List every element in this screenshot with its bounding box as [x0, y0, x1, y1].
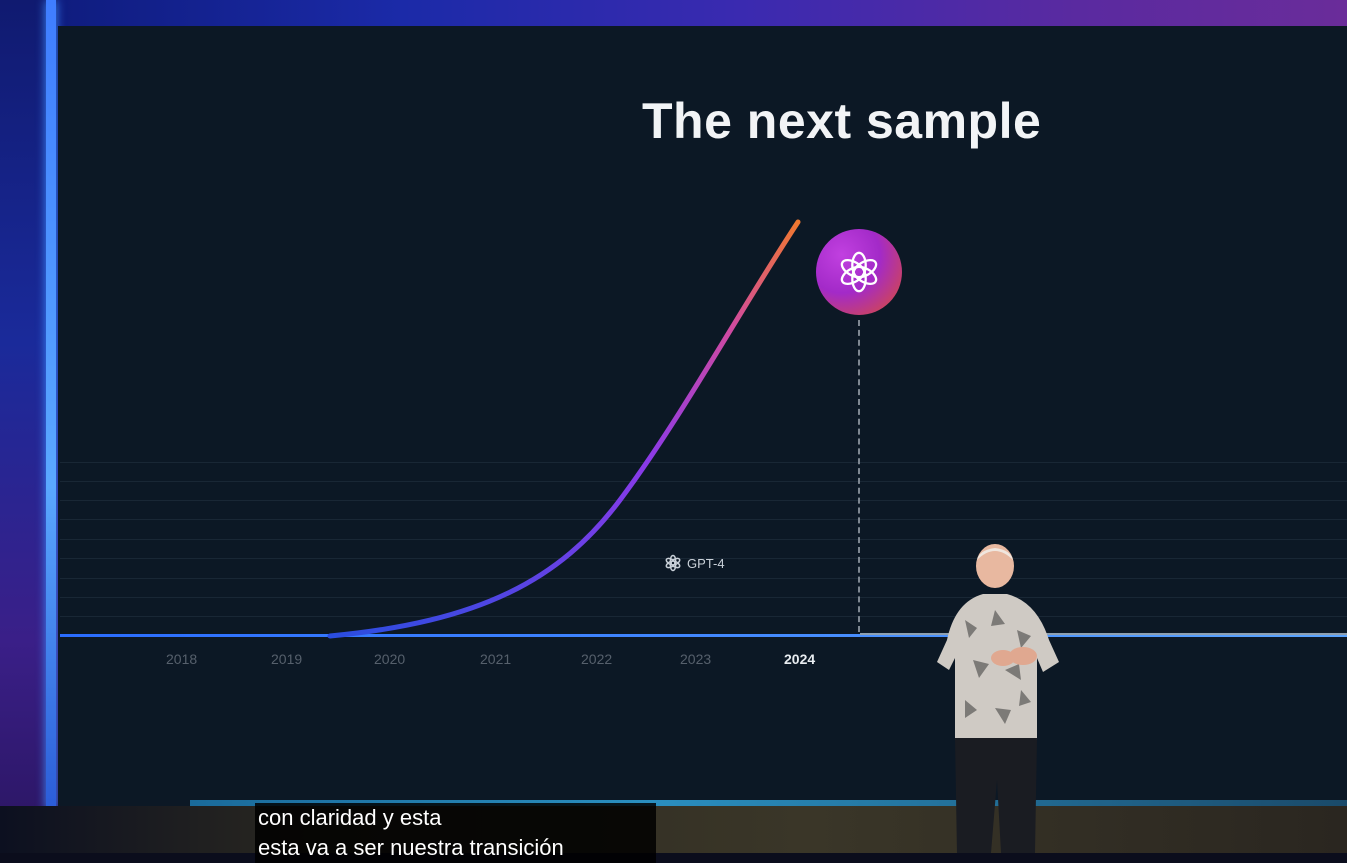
caption-line-2: esta va a ser nuestra transición — [258, 835, 564, 860]
year-label-2021: 2021 — [480, 651, 512, 667]
year-label-2020: 2020 — [374, 651, 406, 667]
gridline — [60, 481, 1347, 482]
presenter-trousers — [955, 738, 1037, 853]
next-sample-dashed-line — [858, 320, 860, 632]
caption-line-1: con claridad y esta — [258, 805, 442, 830]
year-label-2019: 2019 — [271, 651, 303, 667]
year-label-2023: 2023 — [680, 651, 712, 667]
stage-edge-light — [190, 800, 1347, 808]
gridline — [60, 616, 1347, 617]
gpt4-marker: GPT-4 — [664, 554, 725, 572]
gridline — [60, 539, 1347, 540]
openai-logo-icon — [665, 554, 681, 572]
gridline — [60, 500, 1347, 501]
gridline — [60, 558, 1347, 559]
year-label-2024: 2024 — [784, 651, 816, 667]
presentation-screen — [58, 26, 1347, 806]
presenter-head — [976, 544, 1014, 588]
growth-curve — [327, 219, 801, 639]
openai-logo-icon — [840, 251, 878, 293]
gridline — [60, 597, 1347, 598]
stage-light-strip — [46, 0, 56, 810]
gridline — [60, 578, 1347, 579]
gridline — [60, 519, 1347, 520]
year-label-2022: 2022 — [581, 651, 613, 667]
year-label-2018: 2018 — [166, 651, 198, 667]
slide-title: The next sample — [642, 93, 1042, 149]
caption-box: con claridad y esta esta va a ser nuestr… — [255, 803, 656, 863]
gridline — [60, 462, 1347, 463]
stage-floor — [0, 806, 1347, 853]
openai-badge — [816, 229, 902, 315]
timeline-baseline — [60, 634, 1347, 637]
presenter-figure — [937, 544, 1059, 853]
timeline-baseline-future — [860, 633, 1347, 635]
gpt4-label: GPT-4 — [687, 555, 725, 571]
